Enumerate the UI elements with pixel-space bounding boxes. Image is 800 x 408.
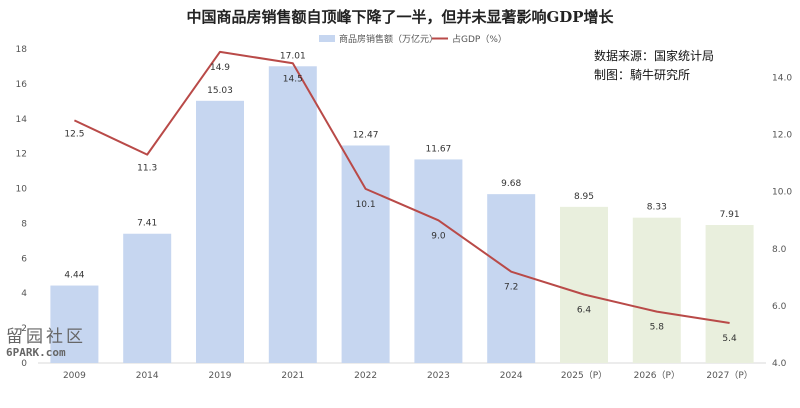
source-note: 数据来源：国家统计局 — [594, 48, 714, 63]
left-axis-tick: 12 — [16, 150, 27, 160]
x-axis: 2009 2014 2019 2021 2022 2023 2024 2025（P） 2026（… — [63, 370, 753, 381]
bar — [341, 145, 390, 363]
line-value-label: 5.4 — [722, 334, 737, 344]
bar — [123, 233, 172, 363]
bars — [50, 66, 754, 364]
right-axis-tick: 4.0 — [772, 359, 787, 369]
bar-value-label: 12.47 — [353, 130, 379, 140]
bar-value-label: 11.67 — [426, 144, 452, 154]
left-axis-tick: 2 — [21, 324, 27, 334]
watermark-line-1: 留园社区 — [6, 327, 86, 347]
bar — [268, 66, 317, 364]
bar — [50, 285, 99, 363]
x-axis-tick: 2024 — [500, 371, 523, 381]
bar — [560, 206, 608, 363]
left-axis-tick: 4 — [21, 289, 27, 299]
left-axis-tick: 6 — [21, 254, 27, 264]
bar-value-label: 8.33 — [647, 203, 667, 213]
left-axis-tick: 0 — [21, 359, 27, 369]
left-axis-tick: 16 — [16, 80, 28, 90]
x-axis-tick: 2009 — [63, 371, 86, 381]
left-axis-tick: 8 — [21, 219, 27, 229]
legend-swatch-bar — [319, 35, 335, 42]
bar — [487, 194, 536, 363]
line-value-label: 14.5 — [283, 74, 303, 84]
x-axis-tick: 2021 — [281, 371, 304, 381]
line-value-label: 11.3 — [137, 164, 157, 174]
bar — [196, 100, 244, 363]
bar — [632, 217, 681, 363]
bar — [414, 159, 463, 363]
line-value-label: 5.8 — [650, 323, 665, 333]
x-axis-tick: 2027（P） — [706, 370, 752, 381]
watermark-line-2: 6PARK.com — [6, 346, 66, 359]
bar-value-label: 17.01 — [280, 51, 306, 61]
line-value-label: 12.5 — [64, 129, 84, 139]
x-axis-tick: 2014 — [136, 371, 159, 381]
line-value-label: 7.2 — [504, 283, 518, 293]
right-axis-tick: 8.0 — [772, 245, 787, 255]
line-value-label: 14.9 — [210, 63, 230, 73]
author-note: 制图：騎牛研究所 — [594, 67, 690, 82]
bar-value-label: 4.44 — [64, 271, 84, 281]
left-axis-tick: 18 — [16, 45, 28, 55]
right-axis-tick: 12.0 — [772, 131, 792, 141]
line-value-label: 10.1 — [356, 200, 376, 210]
line-value-label: 9.0 — [431, 231, 446, 241]
bar-value-label: 9.68 — [501, 179, 521, 189]
line-value-label: 6.4 — [577, 305, 592, 315]
line-labels: 12.5 11.3 14.9 14.5 10.1 9.0 7.2 6.4 5.8 5.4 — [64, 63, 737, 344]
line-share-of-gdp — [73, 50, 730, 325]
line-series — [73, 50, 730, 325]
legend-label-line: 占GDP（%） — [452, 33, 507, 45]
x-axis-tick: 2022 — [354, 371, 377, 381]
legend: 商品房销售额（万亿元） 占GDP（%） — [319, 33, 507, 45]
x-axis-tick: 2025（P） — [561, 370, 607, 381]
chart-title: 中国商品房销售额自顶峰下降了一半，但并未显著影响GDP增长 — [186, 8, 614, 26]
bar-value-label: 7.41 — [137, 219, 157, 229]
right-axis-tick: 6.0 — [772, 302, 787, 312]
left-axis-tick: 10 — [16, 185, 28, 195]
legend-label-bar: 商品房销售额（万亿元） — [339, 33, 438, 45]
bar-labels: 4.44 7.41 15.03 17.01 12.47 11.67 9.68 8.95 8.33… — [64, 51, 739, 280]
right-axis: 4.0 6.0 8.0 10.0 12.0 14.0 — [772, 74, 792, 369]
right-axis-tick: 14.0 — [772, 74, 792, 84]
x-axis-tick: 2023 — [427, 371, 450, 381]
watermark: 留园社区 6PARK.com — [6, 327, 86, 359]
bar-value-label: 8.95 — [574, 192, 594, 202]
left-axis-tick: 14 — [16, 115, 28, 125]
bar-value-label: 7.91 — [720, 210, 740, 220]
x-axis-tick: 2019 — [209, 371, 232, 381]
bar — [705, 225, 754, 363]
x-axis-tick: 2026（P） — [634, 370, 680, 381]
left-axis: 0 2 4 6 8 10 12 14 16 18 — [16, 45, 28, 369]
right-axis-tick: 10.0 — [772, 188, 792, 198]
bar-value-label: 15.03 — [207, 86, 233, 96]
